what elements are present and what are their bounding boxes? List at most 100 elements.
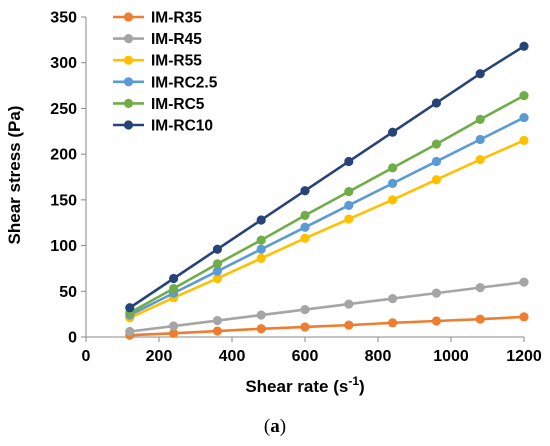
data-point-im-r35 xyxy=(169,328,179,338)
legend: IM-R35 IM-R45 IM-R55 IM-RC2.5 IM-RC5 IM-RC10 xyxy=(113,10,218,135)
data-point-im-r45 xyxy=(169,321,179,331)
data-point-im-rc10 xyxy=(344,156,354,167)
data-point-im-r35 xyxy=(344,320,354,330)
legend-swatch-marker xyxy=(123,12,134,22)
legend-label: IM-R45 xyxy=(151,31,202,48)
data-point-im-rc5 xyxy=(344,187,354,197)
x-tick-label: 200 xyxy=(146,348,173,365)
series-im-r35 xyxy=(125,312,529,340)
data-point-im-rc10 xyxy=(212,244,222,254)
series-line-im-rc10 xyxy=(129,45,525,309)
data-point-im-rc10 xyxy=(169,273,179,284)
x-axis-title-close: ) xyxy=(359,377,365,396)
data-point-im-rc5 xyxy=(169,283,179,294)
data-point-im-r35 xyxy=(388,318,398,328)
data-point-im-rc10 xyxy=(300,186,310,196)
x-tick-label: 800 xyxy=(365,348,392,365)
legend-label: IM-RC2.5 xyxy=(151,74,218,91)
data-point-im-rc2-5 xyxy=(388,178,398,188)
legend-label: IM-RC5 xyxy=(151,96,205,113)
legend-item-im-r35: IM-R35 xyxy=(113,10,202,27)
x-tick-label: 1000 xyxy=(433,348,469,365)
data-point-im-r35 xyxy=(300,322,310,332)
data-point-im-rc5 xyxy=(388,163,398,173)
x-axis-title-exponent: -1 xyxy=(348,374,359,388)
x-axis: 0 200 400 600 800 1000 1200 xyxy=(82,336,542,365)
data-point-im-rc2-5 xyxy=(212,266,222,276)
legend-item-im-r55: IM-R55 xyxy=(113,53,202,70)
y-tick-label: 200 xyxy=(50,147,77,164)
y-tick-label: 50 xyxy=(59,284,77,301)
data-point-im-rc2-5 xyxy=(431,156,441,167)
series-im-r45 xyxy=(125,277,529,337)
series-line-im-r35 xyxy=(129,315,525,337)
data-point-im-r55 xyxy=(344,214,354,224)
data-point-im-rc5 xyxy=(431,139,441,149)
data-point-im-r45 xyxy=(256,310,266,320)
data-point-im-rc5 xyxy=(212,259,222,269)
data-point-im-rc10 xyxy=(475,69,485,79)
x-tick-label: 400 xyxy=(219,348,246,365)
series-layer xyxy=(125,41,529,340)
data-point-im-rc5 xyxy=(519,91,529,101)
series-im-r55 xyxy=(125,135,529,323)
y-tick-label: 300 xyxy=(50,55,77,72)
legend-swatch-marker xyxy=(123,77,134,87)
x-axis-title: Shear rate (s-1) xyxy=(245,374,364,396)
data-point-im-r55 xyxy=(431,175,441,185)
legend-item-im-r45: IM-R45 xyxy=(113,31,202,48)
y-tick-label: 0 xyxy=(68,330,77,347)
legend-item-im-rc10: IM-RC10 xyxy=(113,118,213,135)
data-point-im-r45 xyxy=(431,288,441,298)
legend-swatch-marker xyxy=(123,55,134,65)
series-line-im-rc5 xyxy=(129,94,525,314)
data-point-im-rc2-5 xyxy=(519,112,529,123)
data-point-im-r35 xyxy=(212,326,222,336)
data-point-im-r45 xyxy=(475,283,485,293)
data-point-im-r55 xyxy=(475,155,485,165)
legend-swatch-marker xyxy=(123,120,134,130)
data-point-im-r35 xyxy=(475,314,485,324)
data-point-im-rc10 xyxy=(256,215,266,225)
series-line-im-rc2-5 xyxy=(129,116,525,317)
x-tick-label: 600 xyxy=(292,348,319,365)
data-point-im-rc2-5 xyxy=(344,200,354,210)
x-tick-label: 1200 xyxy=(506,348,542,365)
y-tick-label: 150 xyxy=(50,192,77,209)
data-point-im-rc10 xyxy=(388,127,398,137)
y-axis: 0 50 100 150 200 250 300 350 xyxy=(50,10,87,347)
legend-item-im-rc2-5: IM-RC2.5 xyxy=(113,74,218,91)
y-tick-label: 100 xyxy=(50,238,77,255)
legend-label: IM-RC10 xyxy=(151,118,213,135)
data-point-im-r35 xyxy=(431,316,441,326)
legend-label: IM-R55 xyxy=(151,53,202,70)
x-axis-title-main: Shear rate (s xyxy=(245,377,348,396)
series-im-rc2-5 xyxy=(125,112,529,320)
data-point-im-rc10 xyxy=(519,41,529,51)
data-point-im-r35 xyxy=(256,324,266,334)
data-point-im-rc2-5 xyxy=(475,134,485,145)
data-point-im-r45 xyxy=(519,277,529,287)
legend-swatch-marker xyxy=(123,34,134,44)
data-point-im-rc2-5 xyxy=(256,244,266,254)
data-point-im-rc5 xyxy=(475,114,485,124)
figure-caption: (a) xyxy=(264,416,286,437)
data-point-im-r55 xyxy=(519,135,529,146)
data-point-im-rc5 xyxy=(300,210,310,220)
series-line-im-r45 xyxy=(129,280,525,333)
data-point-im-r45 xyxy=(212,315,222,326)
series-im-rc5 xyxy=(125,91,529,318)
data-point-im-rc2-5 xyxy=(300,222,310,232)
y-tick-label: 250 xyxy=(50,101,77,118)
series-im-rc10 xyxy=(125,41,529,313)
x-tick-label: 0 xyxy=(82,348,91,365)
data-point-im-r45 xyxy=(125,326,135,337)
data-point-im-r35 xyxy=(519,312,529,322)
y-tick-label: 350 xyxy=(50,10,77,27)
legend-swatch-marker xyxy=(123,98,134,108)
data-point-im-r45 xyxy=(344,299,354,309)
data-point-im-r55 xyxy=(300,233,310,243)
data-point-im-rc10 xyxy=(431,98,441,108)
legend-item-im-rc5: IM-RC5 xyxy=(113,96,205,113)
